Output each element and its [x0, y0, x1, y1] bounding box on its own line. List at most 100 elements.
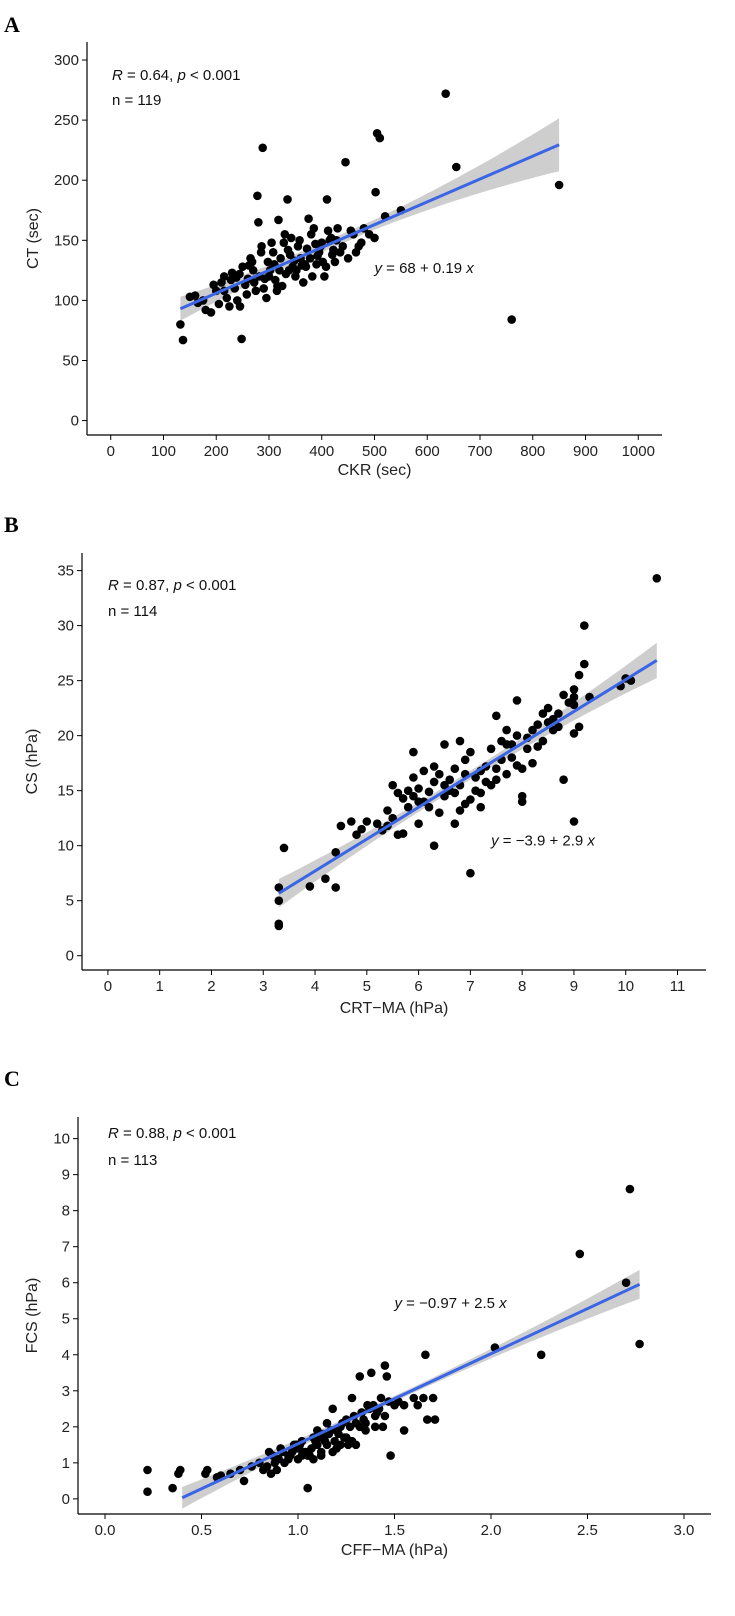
data-point — [414, 784, 423, 793]
data-point — [371, 187, 380, 197]
data-point — [492, 711, 501, 721]
data-point — [286, 233, 296, 243]
data-point — [330, 257, 340, 267]
x-tick-label: 1.0 — [288, 1522, 309, 1539]
y-tick-label: 1 — [62, 1455, 70, 1472]
data-point — [260, 274, 270, 284]
data-point — [492, 764, 501, 773]
x-tick-label: 11 — [670, 978, 686, 995]
data-point — [336, 821, 346, 831]
data-point — [322, 195, 332, 204]
data-point — [382, 1372, 392, 1381]
data-point — [419, 1393, 428, 1403]
data-point — [430, 1415, 440, 1424]
data-point — [262, 293, 271, 303]
data-point — [403, 802, 413, 812]
data-point — [222, 293, 232, 303]
data-point — [355, 1422, 365, 1432]
x-tick-label: 4 — [311, 978, 319, 995]
regression-line — [181, 1282, 641, 1500]
data-point — [476, 788, 486, 798]
data-point — [502, 769, 511, 779]
data-point — [219, 272, 229, 281]
data-point — [168, 1483, 177, 1493]
data-point — [235, 302, 245, 311]
confidence-band — [180, 118, 560, 321]
data-point — [214, 299, 224, 309]
data-point — [251, 286, 261, 296]
data-point — [279, 238, 289, 247]
x-tick-label: 3.0 — [674, 1522, 695, 1539]
data-point — [178, 335, 188, 345]
data-point — [376, 1393, 386, 1403]
x-tick-label: 3 — [259, 978, 267, 995]
data-point — [276, 253, 285, 263]
data-point — [388, 780, 398, 790]
correlation-label: R = 0.64, p < 0.001 — [112, 67, 240, 84]
data-point — [413, 1400, 423, 1410]
data-point — [367, 1368, 376, 1378]
x-tick-label: 400 — [309, 443, 334, 460]
data-point — [419, 766, 429, 776]
data-point — [272, 1465, 282, 1475]
data-point — [357, 824, 366, 834]
data-point — [304, 214, 313, 223]
x-tick-label: 300 — [256, 443, 281, 460]
data-point — [569, 692, 579, 702]
data-point — [370, 1422, 380, 1432]
data-point — [308, 272, 317, 281]
data-point — [398, 794, 408, 803]
data-point — [574, 722, 584, 732]
x-tick-label: 2.5 — [577, 1522, 598, 1539]
data-point — [322, 1440, 332, 1450]
data-point — [352, 830, 361, 839]
data-point — [284, 1454, 293, 1464]
x-tick-label: 10 — [617, 978, 634, 995]
data-point — [362, 817, 372, 826]
data-point — [281, 269, 291, 279]
data-point — [295, 236, 304, 245]
regression-line — [277, 659, 658, 895]
data-point — [580, 621, 589, 630]
data-point — [335, 248, 345, 257]
x-tick-label: 1.5 — [384, 1522, 405, 1539]
y-tick-label: 7 — [62, 1239, 70, 1256]
data-point — [450, 788, 460, 798]
data-point — [268, 248, 278, 257]
data-point — [466, 868, 475, 878]
x-tick-label: 5 — [363, 978, 371, 995]
data-point — [414, 797, 423, 806]
panel-b: B 0 1 2 3 4 5 6 7 8 9 10 11 0 5 10 15 20 25 30 35 CRT−MA (hPa… — [0, 510, 735, 1055]
data-point — [274, 919, 284, 929]
data-point — [441, 89, 451, 98]
data-point — [554, 709, 563, 718]
data-point — [280, 230, 290, 239]
data-point — [297, 1451, 307, 1460]
data-point — [393, 788, 403, 798]
data-point — [435, 808, 444, 817]
y-tick-label: 50 — [62, 352, 79, 369]
data-point — [262, 1462, 272, 1471]
data-point — [559, 775, 568, 784]
data-point — [239, 1476, 249, 1486]
y-axis-title: FCS (hPa) — [24, 1278, 41, 1354]
x-tick-label: 800 — [520, 443, 545, 460]
panel-label: B — [4, 512, 19, 537]
data-point — [507, 753, 517, 762]
data-point — [554, 180, 564, 190]
data-point — [569, 729, 579, 738]
data-point — [375, 133, 385, 143]
data-point — [274, 215, 283, 225]
y-tick-label: 100 — [54, 292, 79, 309]
regression-equation: y = 68 + 0.19 x — [374, 260, 475, 277]
data-point — [331, 883, 341, 892]
data-point — [347, 817, 356, 826]
data-point — [257, 242, 266, 251]
confidence-band — [182, 1269, 640, 1509]
x-tick-label: 9 — [570, 978, 578, 995]
data-point — [380, 1361, 390, 1370]
data-point — [409, 747, 418, 757]
y-tick-label: 15 — [57, 783, 74, 800]
data-point — [307, 1444, 316, 1453]
x-tick-label: 0 — [107, 443, 115, 460]
